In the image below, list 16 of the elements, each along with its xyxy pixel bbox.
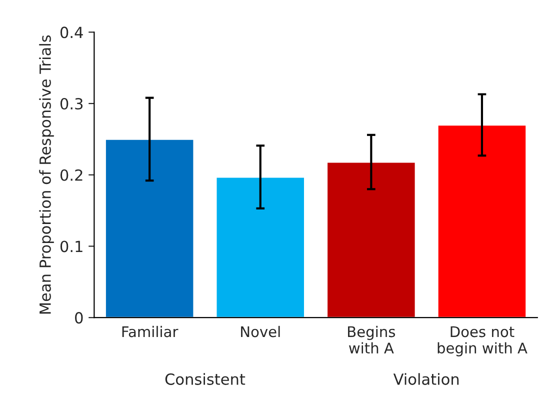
y-tick-label: 0 bbox=[75, 312, 83, 324]
text: Violation bbox=[393, 373, 459, 385]
y-axis-title: Mean Proportion of Responsive Trials bbox=[39, 35, 54, 314]
bar bbox=[215, 176, 306, 318]
x-tick-label: Begins with A bbox=[348, 326, 396, 354]
text: Consistent bbox=[165, 373, 246, 385]
bar bbox=[326, 161, 416, 318]
x-tick-label: Novel bbox=[241, 326, 280, 338]
y-tick-label: 0.2 bbox=[60, 169, 82, 181]
bar bbox=[436, 124, 527, 318]
bar bbox=[104, 138, 195, 318]
y-tick-label: 0.4 bbox=[60, 26, 83, 38]
y-tick-label: 0.3 bbox=[60, 98, 83, 110]
y-tick-label: 0.1 bbox=[60, 240, 82, 252]
x-tick-label: Familiar bbox=[122, 326, 178, 338]
x-tick-label: Does not begin with A bbox=[438, 326, 528, 356]
